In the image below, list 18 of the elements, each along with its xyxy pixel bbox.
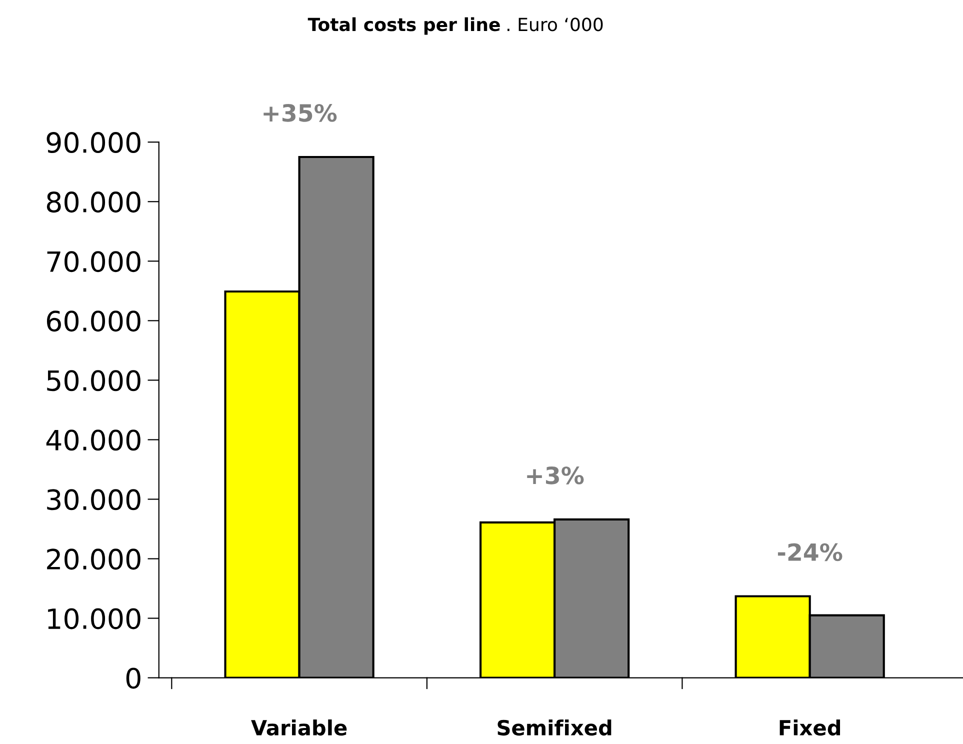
y-tick-label: 70.000 bbox=[47, 251, 140, 272]
y-tick-label: 60.000 bbox=[46, 310, 140, 332]
y-tick-label: 40.000 bbox=[46, 430, 140, 451]
y-tick-label: 90.000 bbox=[46, 132, 140, 154]
x-tick-label: Semifixed bbox=[498, 719, 612, 736]
y-tick-label: 30.000 bbox=[47, 489, 140, 510]
y-tick-label: 0 bbox=[126, 668, 140, 689]
y-tick-label: 20.000 bbox=[47, 548, 140, 570]
annotation: +35% bbox=[264, 104, 337, 122]
chart-title: Total costs per line bbox=[308, 17, 500, 35]
y-tick-label: 50.000 bbox=[47, 370, 140, 392]
annotation: -24% bbox=[778, 543, 842, 562]
annotation: +3% bbox=[527, 466, 584, 484]
chart-subtitle: . Euro ‘000 bbox=[508, 18, 603, 32]
x-tick-label: Variable bbox=[251, 719, 347, 736]
y-tick-label: 10.000 bbox=[48, 608, 140, 630]
x-tick-label: Fixed bbox=[780, 719, 840, 736]
y-tick-label: 80.000 bbox=[46, 192, 140, 213]
